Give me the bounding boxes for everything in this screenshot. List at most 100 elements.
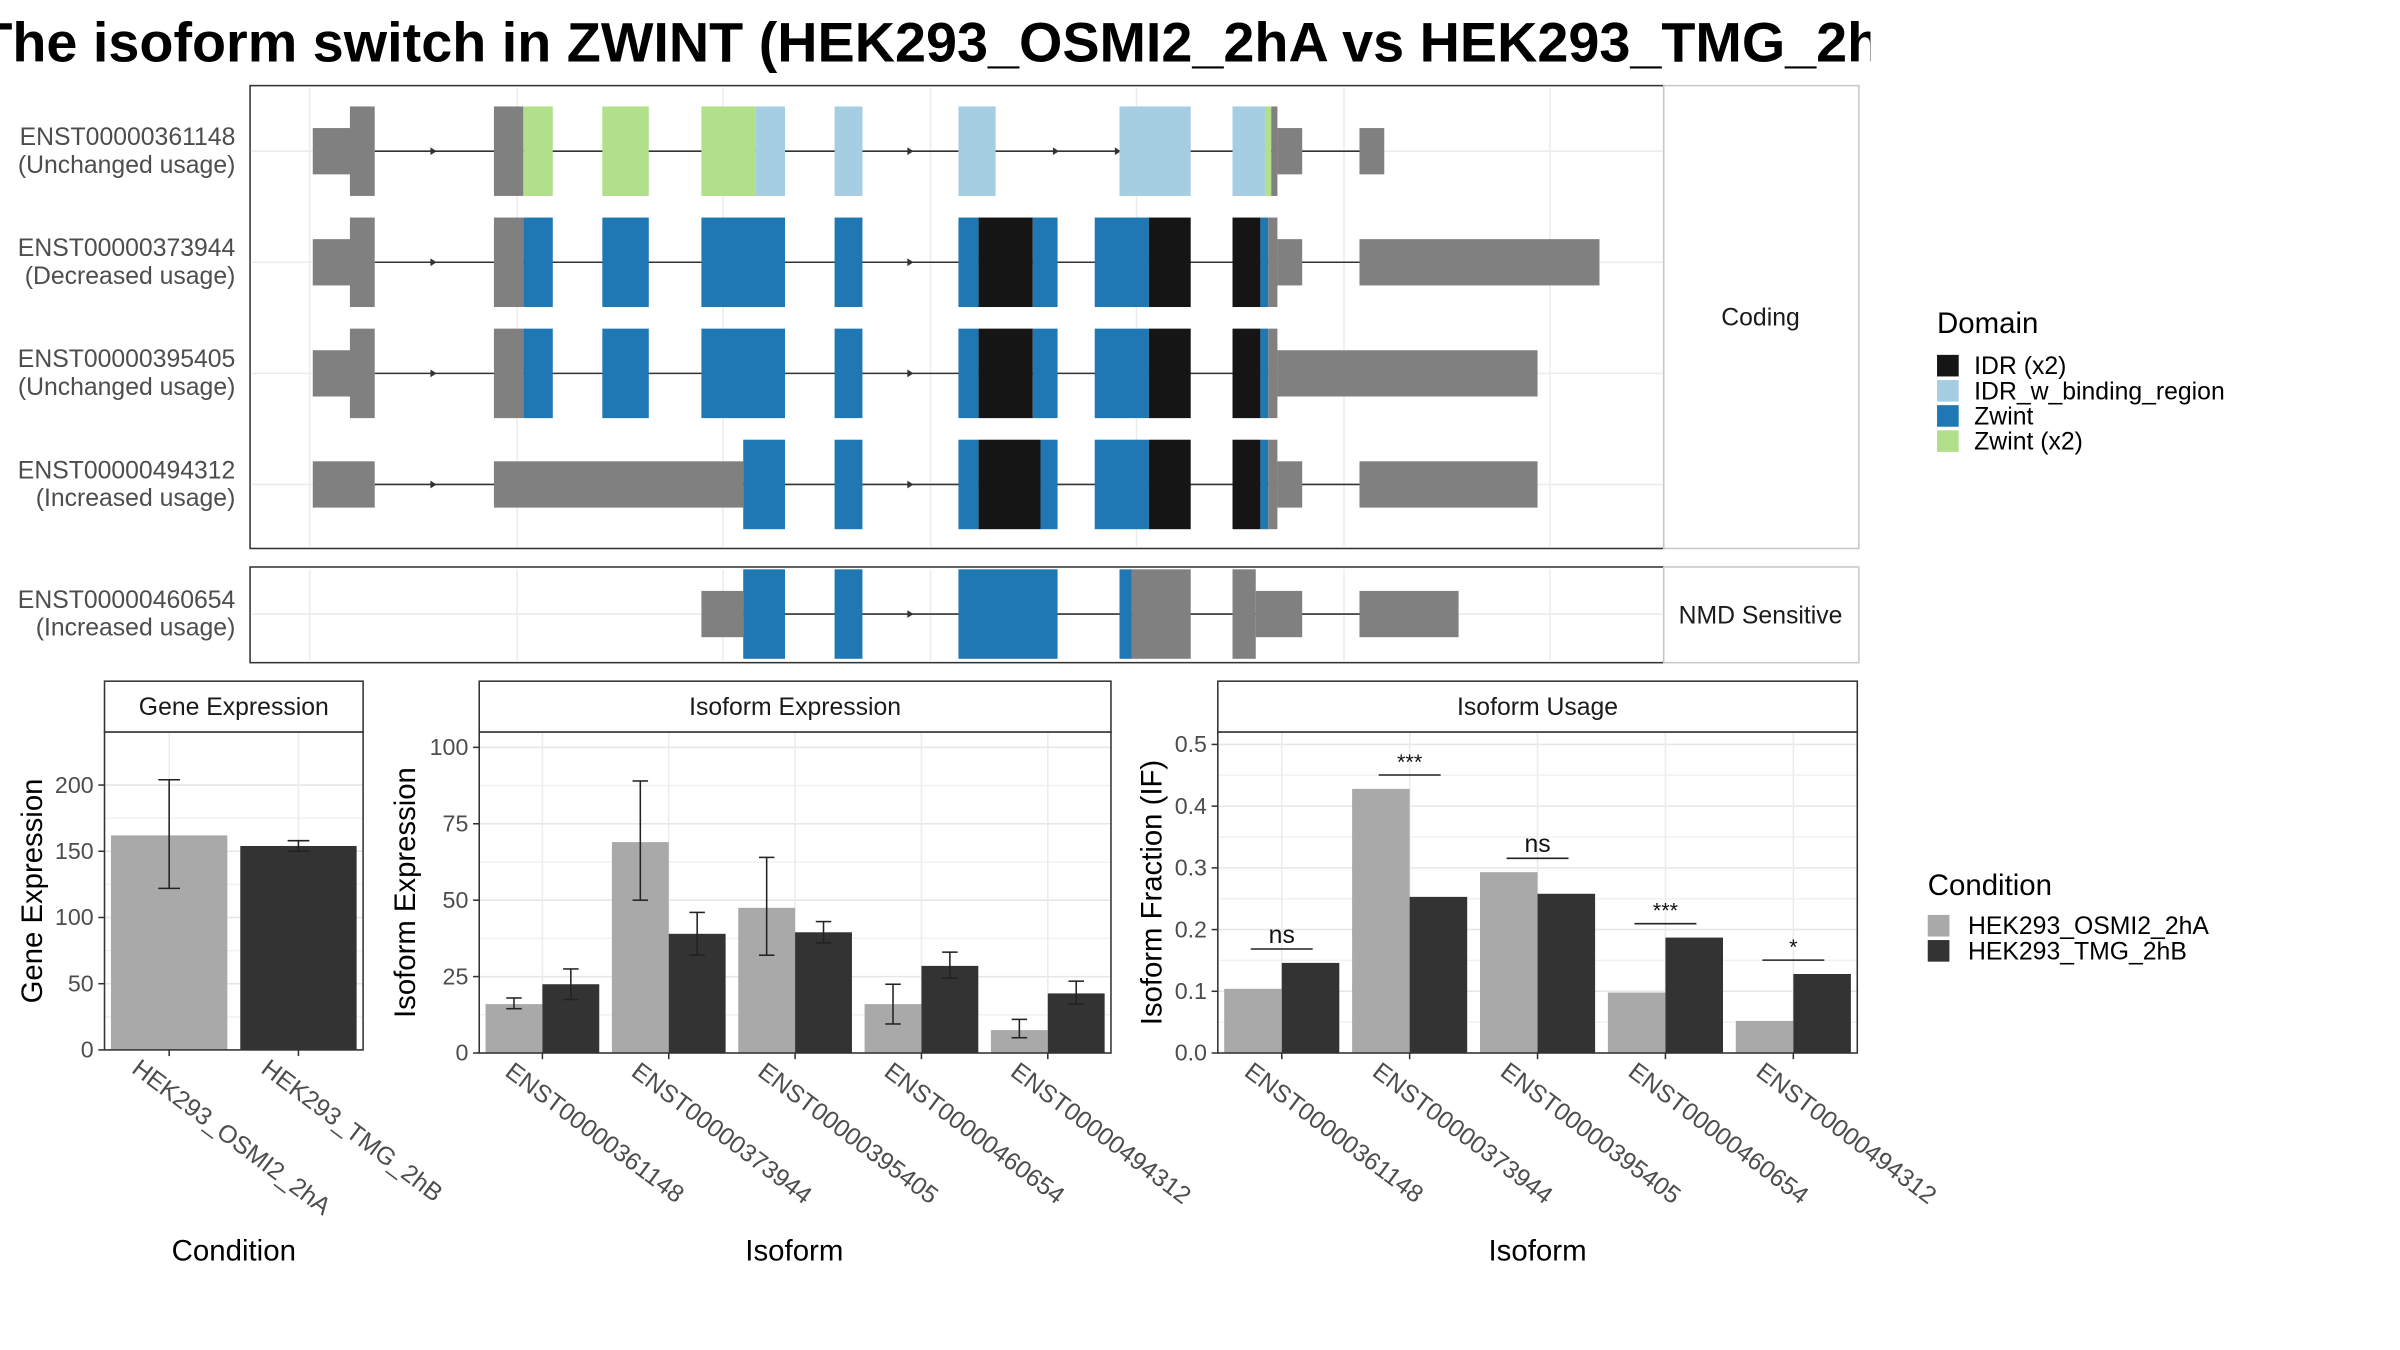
strand-arrow (430, 258, 437, 267)
exon-feature (1119, 569, 1132, 659)
transcript-id-label: ENST00000361148 (20, 124, 236, 151)
y-axis-title: Isoform Expression (389, 767, 422, 1018)
y-tick-label: 0 (81, 1037, 94, 1063)
significance-label: * (1789, 934, 1798, 959)
facet-strip (103, 680, 364, 733)
exon-feature (1359, 239, 1600, 286)
exon-feature (312, 461, 375, 508)
exon-feature (493, 461, 744, 508)
exon-feature (493, 328, 524, 419)
strand-arrow (430, 147, 437, 156)
significance-label: ns (1269, 922, 1295, 949)
strand-arrow (907, 147, 914, 156)
bar (1281, 962, 1340, 1053)
y-tick-label: 25 (443, 963, 469, 989)
strand-arrow (907, 258, 914, 267)
exon-feature (1032, 328, 1058, 419)
condition-legend-label: HEK293_TMG_2hB (1968, 938, 2187, 965)
exon-feature (1094, 328, 1149, 419)
exon-feature (523, 217, 553, 308)
exon-feature (1268, 217, 1278, 308)
strand-arrow (1052, 147, 1060, 156)
domain-legend-swatch (1937, 380, 1959, 402)
exon-feature (1277, 239, 1303, 286)
exon-feature (1131, 569, 1191, 659)
bar (485, 1004, 543, 1053)
domain-legend-label: IDR (x2) (1974, 353, 2066, 380)
significance-label: ns (1524, 831, 1550, 858)
chart-title: Isoform Usage (1457, 694, 1618, 721)
exon-feature (1148, 217, 1191, 308)
figure-title-text: The isoform switch in ZWINT (HEK293_OSMI… (0, 10, 1871, 75)
bar (1607, 992, 1666, 1053)
domain-legend-swatch (1937, 430, 1959, 452)
bar (1224, 988, 1282, 1053)
exon-feature (1277, 128, 1303, 175)
exon-feature (978, 328, 1033, 419)
transcript-usage-label: (Increased usage) (36, 615, 236, 642)
bar (240, 845, 357, 1050)
x-axis-title: Isoform (745, 1235, 843, 1268)
plot-frame (478, 731, 1112, 1054)
strand-arrow (907, 369, 914, 378)
exon-feature (602, 328, 649, 419)
exon-feature (958, 217, 979, 308)
transcript-usage-label: (Unchanged usage) (18, 152, 236, 179)
bar (795, 932, 852, 1053)
exon-feature (958, 569, 1058, 659)
transcript-id-label: ENST00000494312 (18, 457, 236, 484)
exon-feature (701, 217, 786, 308)
exon-feature (834, 439, 863, 530)
y-tick-label: 75 (443, 811, 469, 837)
significance-label: *** (1653, 898, 1679, 923)
exon-feature (349, 217, 375, 308)
chart-title: Gene Expression (139, 694, 329, 721)
exon-feature (834, 328, 863, 419)
exon-feature (312, 239, 352, 286)
y-tick-label: 0.4 (1175, 793, 1207, 819)
coding-facet-strip (1662, 84, 1860, 550)
y-tick-label: 0 (455, 1040, 468, 1066)
exon-feature (1232, 328, 1261, 419)
exon-feature (978, 217, 1033, 308)
transcript-id-label: ENST00000395405 (18, 346, 236, 373)
exon-feature (493, 106, 524, 196)
exon-feature (701, 106, 756, 196)
nmd-facet-strip (1662, 566, 1860, 664)
exon-feature (349, 328, 375, 419)
exon-feature (1040, 439, 1058, 530)
exon-feature (834, 569, 863, 659)
y-tick-label: 0.1 (1175, 978, 1207, 1004)
exon-feature (834, 106, 863, 196)
exon-feature (701, 328, 786, 419)
domain-legend-swatch (1937, 354, 1959, 377)
exon-feature (1271, 106, 1278, 196)
strand-arrow (430, 480, 437, 489)
condition-legend-label: HEK293_OSMI2_2hA (1968, 913, 2209, 940)
exon-feature (834, 217, 863, 308)
y-tick-label: 0.0 (1175, 1040, 1207, 1066)
domain-legend-swatch (1937, 405, 1959, 427)
strand-arrow (430, 369, 437, 378)
exon-feature (1359, 461, 1538, 508)
exon-feature (978, 439, 1041, 530)
transcript-id-label: ENST00000373944 (18, 235, 236, 262)
exon-feature (1148, 328, 1191, 419)
bar (1665, 937, 1723, 1053)
domain-legend-label: IDR_w_binding_region (1974, 378, 2225, 405)
strand-arrow (1114, 147, 1122, 156)
exon-feature (958, 106, 996, 196)
exon-feature (523, 106, 553, 196)
bar (1479, 872, 1538, 1053)
bar (990, 1030, 1048, 1053)
y-tick-label: 50 (68, 970, 94, 996)
plot-frame (1217, 731, 1859, 1054)
condition-legend-swatch (1927, 940, 1950, 962)
y-tick-label: 150 (55, 838, 94, 864)
bar (1409, 896, 1468, 1053)
exon-feature (1255, 590, 1303, 638)
condition-legend-title: Condition (1928, 869, 2052, 902)
exon-feature (1268, 328, 1278, 419)
domain-legend-title: Domain (1937, 307, 2038, 340)
